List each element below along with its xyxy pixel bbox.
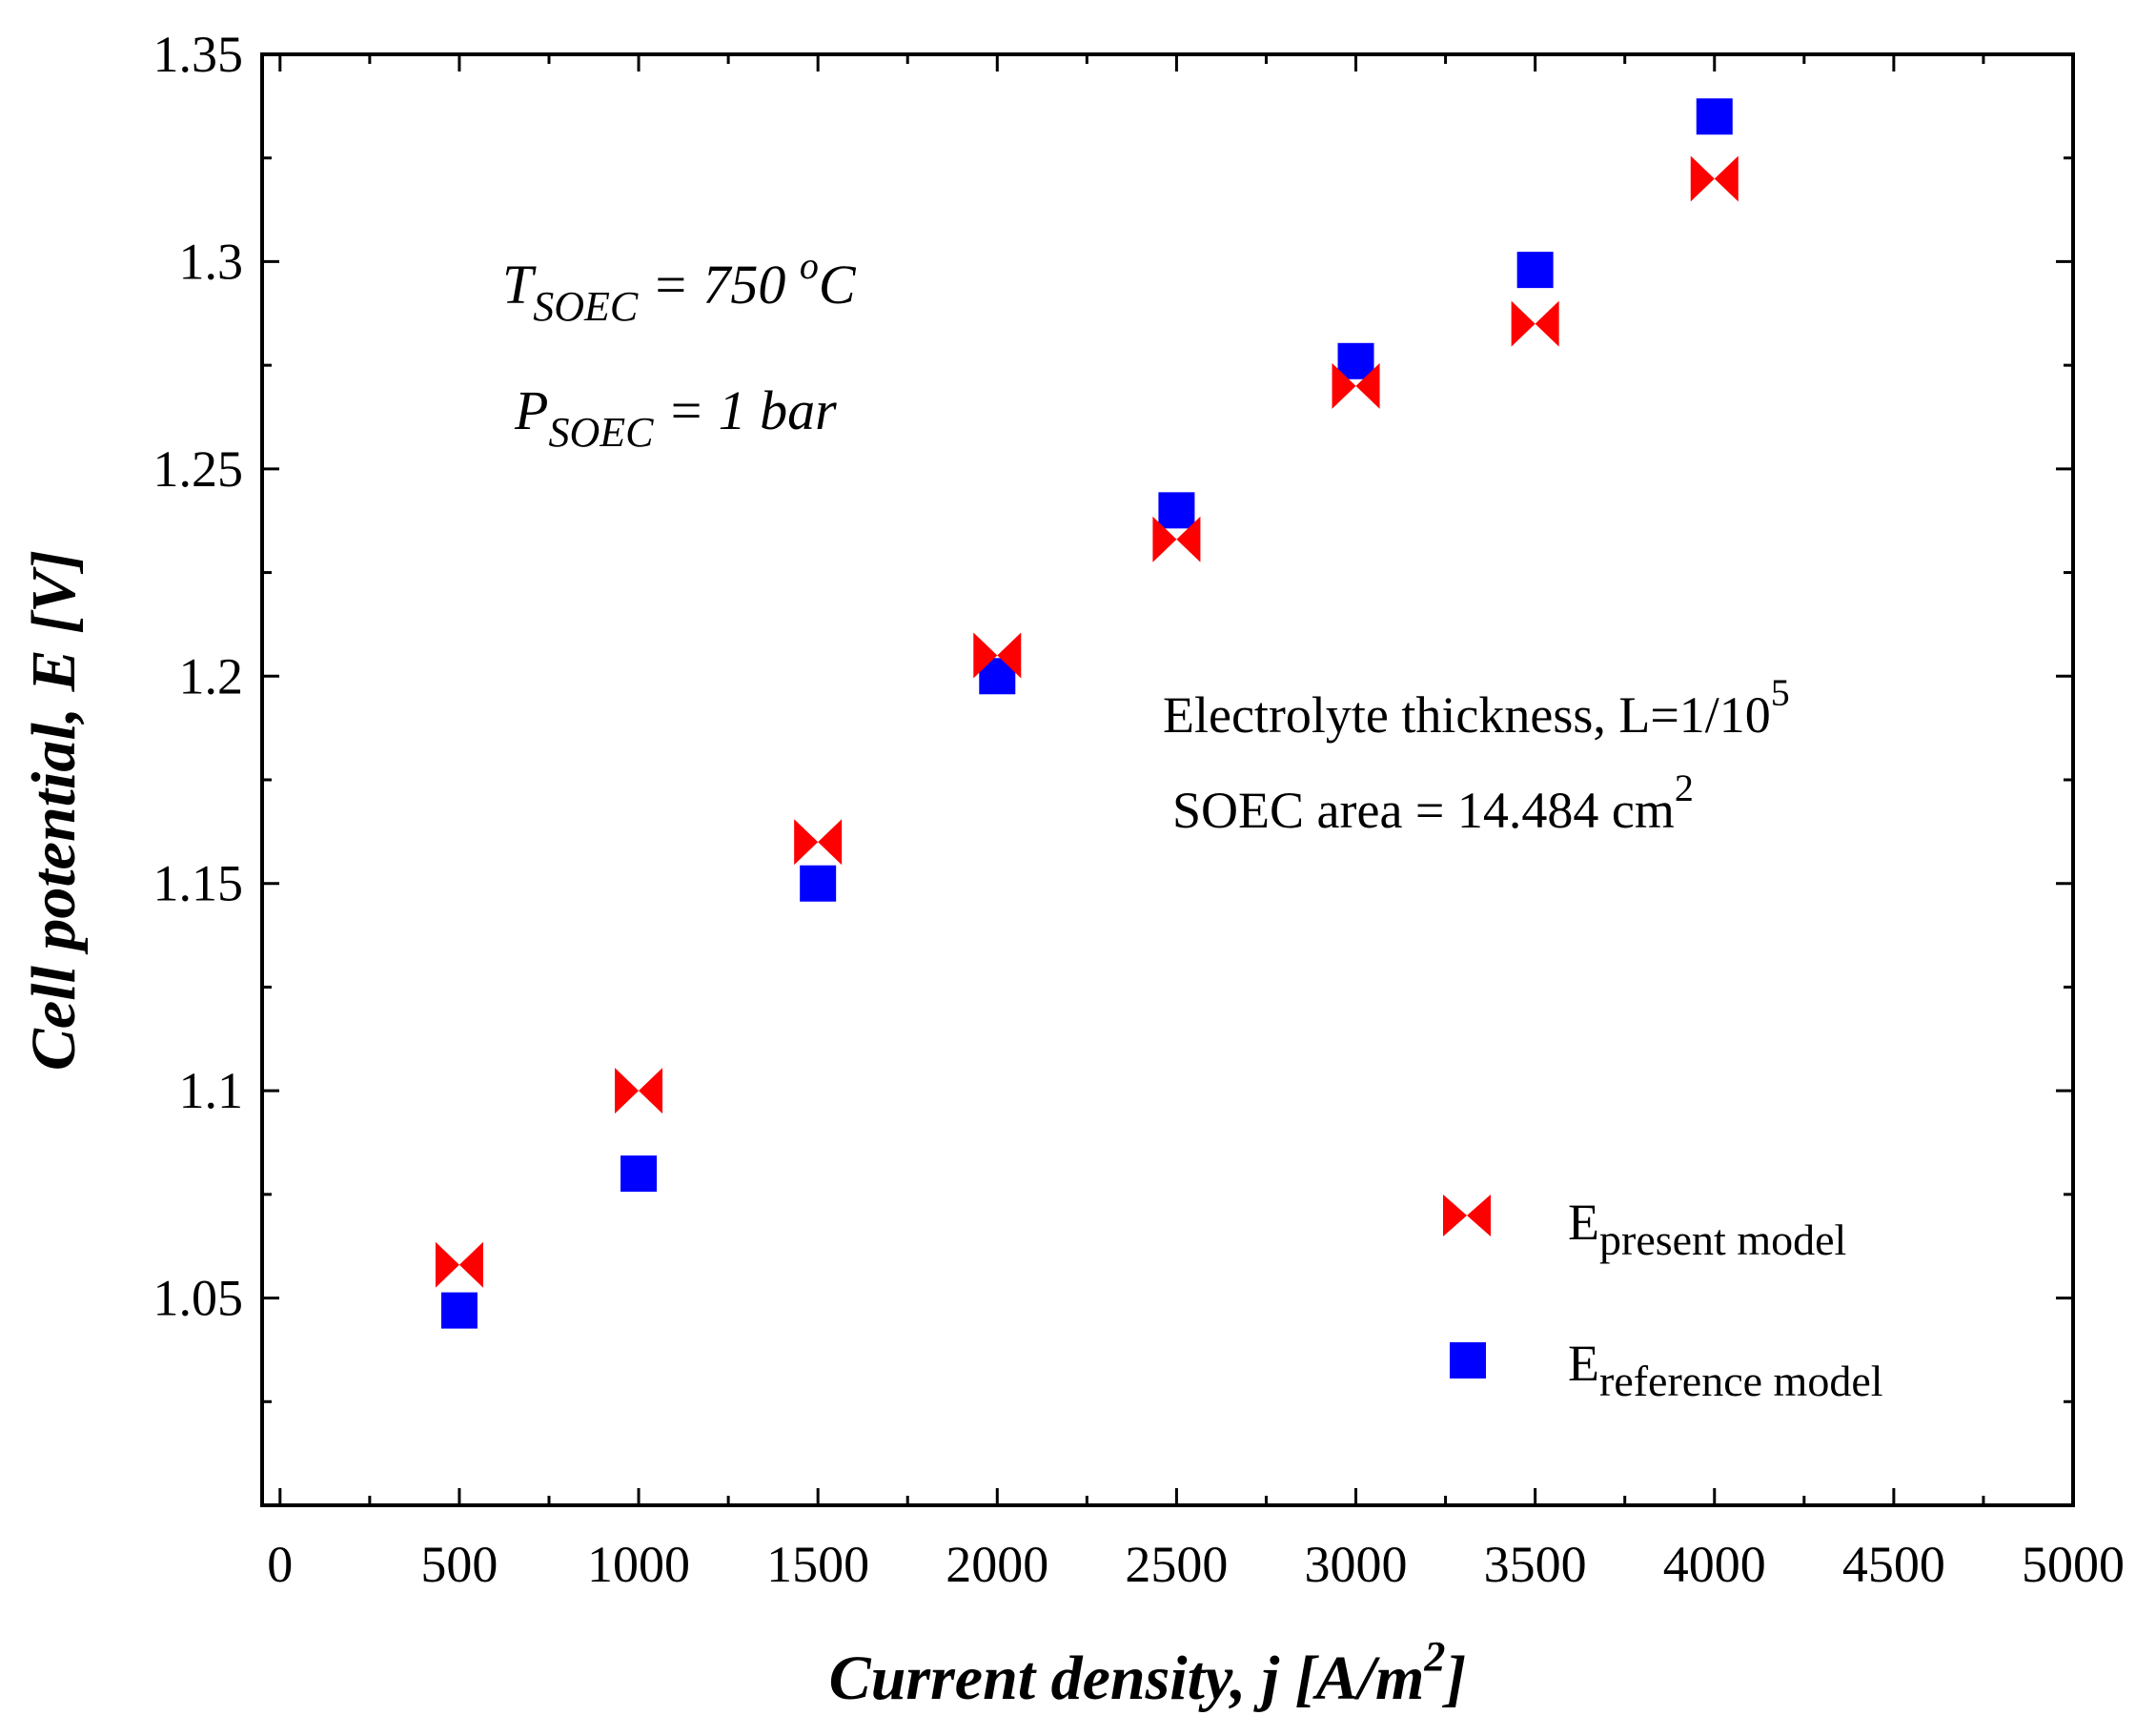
- reference-model-point: [1158, 492, 1195, 529]
- present-model-point: [1511, 300, 1559, 347]
- present-model-point: [1332, 362, 1380, 409]
- y-tick-label: 1.15: [153, 855, 244, 912]
- legend-marker-present: [1443, 1195, 1491, 1236]
- legend-marker-reference: [1450, 1342, 1486, 1379]
- reference-model-point: [1696, 98, 1733, 135]
- legend-label-reference: Ereference model: [1568, 1335, 1883, 1405]
- x-tick-label: 2500: [1125, 1536, 1228, 1593]
- reference-model-point: [1516, 252, 1554, 289]
- present-model-point: [1152, 516, 1201, 562]
- y-tick-label: 1.2: [179, 647, 244, 705]
- x-tick-label: 4000: [1663, 1536, 1766, 1593]
- x-tick-label: 3500: [1484, 1536, 1587, 1593]
- data-marks: [435, 98, 1739, 1329]
- reference-model-point: [800, 865, 837, 902]
- x-tick-label: 0: [267, 1536, 293, 1593]
- y-tick-label: 1.3: [179, 233, 244, 290]
- annotation-soec-area: SOEC area = 14.484 cm2: [1172, 766, 1694, 839]
- legend: Epresent model Ereference model: [1443, 1194, 1883, 1405]
- plot-frame: [260, 52, 2075, 1507]
- y-tick-label: 1.05: [153, 1270, 244, 1327]
- annotation-temperature: TSOEC = 750 oC: [502, 244, 857, 330]
- x-tick-label: 1000: [587, 1536, 690, 1593]
- x-axis-title: Current density, j [A/m2]: [829, 1633, 1467, 1713]
- reference-model-point: [620, 1155, 658, 1193]
- y-tick-label: 1.1: [179, 1062, 244, 1119]
- y-tick-label: 1.35: [153, 26, 244, 83]
- annotation-pressure: PSOEC = 1 bar: [514, 379, 837, 456]
- present-model-point: [615, 1068, 663, 1114]
- present-model-point: [794, 819, 843, 866]
- reference-model-point: [440, 1292, 478, 1329]
- annotation-electrolyte-thickness: Electrolyte thickness, L=1/105: [1163, 671, 1790, 744]
- present-model-point: [973, 632, 1022, 679]
- legend-label-present: Epresent model: [1568, 1194, 1846, 1264]
- x-tick-label: 1500: [766, 1536, 869, 1593]
- present-model-point: [435, 1241, 483, 1288]
- x-tick-label: 5000: [2022, 1536, 2125, 1593]
- x-tick-label: 2000: [946, 1536, 1048, 1593]
- reference-model-point: [1337, 342, 1374, 379]
- x-tick-label: 500: [420, 1536, 498, 1593]
- y-axis-title: Cell potential, E [V]: [19, 550, 89, 1071]
- x-tick-label: 3000: [1305, 1536, 1408, 1593]
- present-model-point: [1690, 155, 1739, 202]
- x-tick-label: 4500: [1842, 1536, 1945, 1593]
- axis-ticks: 0 500 1000 1500 2000 2500 3000 3500 4000 4500 5000…: [153, 26, 2125, 1593]
- y-tick-label: 1.25: [153, 440, 244, 498]
